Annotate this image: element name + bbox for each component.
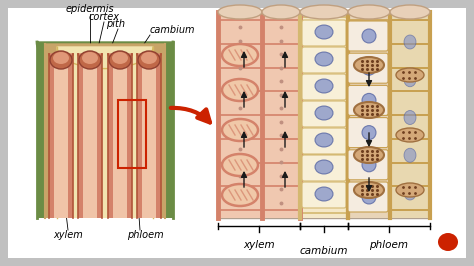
Polygon shape [108,54,132,59]
Polygon shape [49,54,73,59]
Ellipse shape [362,29,376,43]
Text: phloem: phloem [127,230,164,240]
Ellipse shape [315,25,333,39]
FancyBboxPatch shape [302,101,346,127]
Ellipse shape [404,110,416,124]
Text: pith: pith [107,19,126,29]
Bar [262,12,300,218]
Bar [218,12,430,218]
Bar [57,47,153,218]
Polygon shape [57,47,153,69]
FancyBboxPatch shape [302,182,346,208]
Bar [113,56,127,218]
Bar [137,54,161,218]
Ellipse shape [348,5,390,19]
Ellipse shape [396,128,424,142]
Polygon shape [83,56,97,59]
FancyBboxPatch shape [302,20,346,46]
Polygon shape [37,42,173,73]
FancyBboxPatch shape [348,21,388,51]
Ellipse shape [354,147,384,163]
Ellipse shape [362,190,376,204]
Bar [218,12,262,218]
Ellipse shape [79,51,101,69]
Ellipse shape [362,61,376,75]
Ellipse shape [362,126,376,140]
Bar [78,54,102,218]
Text: xylem: xylem [243,240,275,250]
Ellipse shape [218,5,262,19]
Ellipse shape [404,35,416,49]
Polygon shape [45,44,165,71]
Ellipse shape [315,187,333,201]
Text: phloem: phloem [370,240,409,250]
Text: cambium: cambium [150,25,195,35]
Ellipse shape [354,102,384,118]
Bar [108,54,132,218]
Ellipse shape [315,160,333,174]
Ellipse shape [315,106,333,120]
Bar [37,42,173,218]
Polygon shape [137,54,161,59]
Ellipse shape [112,52,128,64]
Ellipse shape [396,68,424,82]
Bar [83,56,97,218]
Ellipse shape [300,5,348,19]
Ellipse shape [82,52,98,64]
Text: cambium: cambium [300,246,348,256]
Ellipse shape [262,5,300,19]
Ellipse shape [404,148,416,162]
Ellipse shape [362,93,376,107]
Ellipse shape [315,52,333,66]
Ellipse shape [315,79,333,93]
Ellipse shape [53,52,69,64]
Ellipse shape [354,182,384,198]
Ellipse shape [222,184,258,206]
Text: epidermis: epidermis [66,4,114,14]
Ellipse shape [222,79,258,101]
Ellipse shape [222,154,258,176]
FancyBboxPatch shape [302,74,346,100]
Text: xylem: xylem [53,230,83,240]
FancyBboxPatch shape [348,85,388,115]
Bar [54,56,68,218]
Bar [300,12,348,218]
Bar [142,56,156,218]
FancyBboxPatch shape [348,118,388,148]
Ellipse shape [404,73,416,87]
Polygon shape [113,56,127,59]
Ellipse shape [109,51,131,69]
Ellipse shape [315,133,333,147]
Ellipse shape [50,51,72,69]
Polygon shape [142,56,156,59]
Ellipse shape [138,51,160,69]
Ellipse shape [222,119,258,141]
Polygon shape [54,56,68,59]
Ellipse shape [141,52,157,64]
Bar [348,12,430,218]
FancyBboxPatch shape [348,182,388,212]
FancyBboxPatch shape [302,128,346,154]
FancyBboxPatch shape [302,47,346,73]
Ellipse shape [438,233,458,251]
Ellipse shape [362,158,376,172]
Bar [118,100,146,168]
FancyBboxPatch shape [302,155,346,181]
Ellipse shape [354,57,384,73]
Bar [49,54,73,218]
Bar [390,12,430,218]
Ellipse shape [396,183,424,197]
Text: cortex: cortex [89,12,119,22]
Polygon shape [78,54,102,59]
FancyBboxPatch shape [348,150,388,180]
Bar [45,44,165,218]
FancyBboxPatch shape [348,53,388,83]
Ellipse shape [222,44,258,66]
Ellipse shape [390,5,430,19]
Ellipse shape [404,186,416,200]
